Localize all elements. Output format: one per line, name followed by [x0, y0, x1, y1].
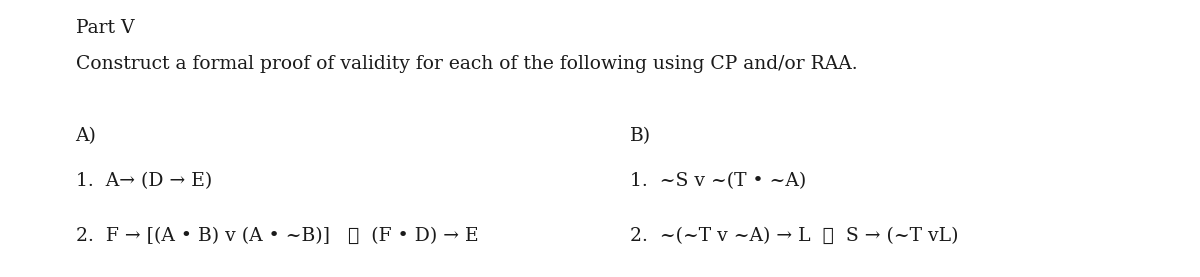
Text: 2.  F → [(A • B) v (A • ~B)]   ∴  (F • D) → E: 2. F → [(A • B) v (A • ~B)] ∴ (F • D) → … — [76, 227, 479, 245]
Text: Part V: Part V — [76, 19, 134, 37]
Text: B): B) — [630, 127, 652, 145]
Text: 2.  ~(~T v ~A) → L  ∴  S → (~T vL): 2. ~(~T v ~A) → L ∴ S → (~T vL) — [630, 227, 959, 245]
Text: 1.  A→ (D → E): 1. A→ (D → E) — [76, 172, 212, 190]
Text: 1.  ~S v ~(T • ~A): 1. ~S v ~(T • ~A) — [630, 172, 806, 190]
Text: Construct a formal proof of validity for each of the following using CP and/or R: Construct a formal proof of validity for… — [76, 55, 857, 73]
Text: A): A) — [76, 127, 96, 145]
